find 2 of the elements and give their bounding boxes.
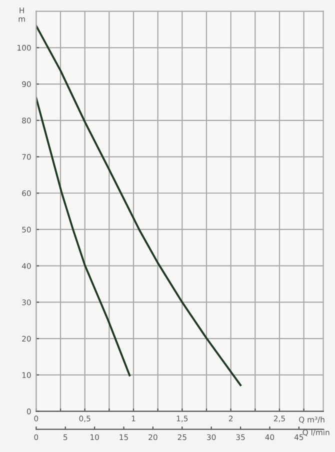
line-series bbox=[36, 96, 131, 376]
line-series bbox=[36, 24, 242, 386]
